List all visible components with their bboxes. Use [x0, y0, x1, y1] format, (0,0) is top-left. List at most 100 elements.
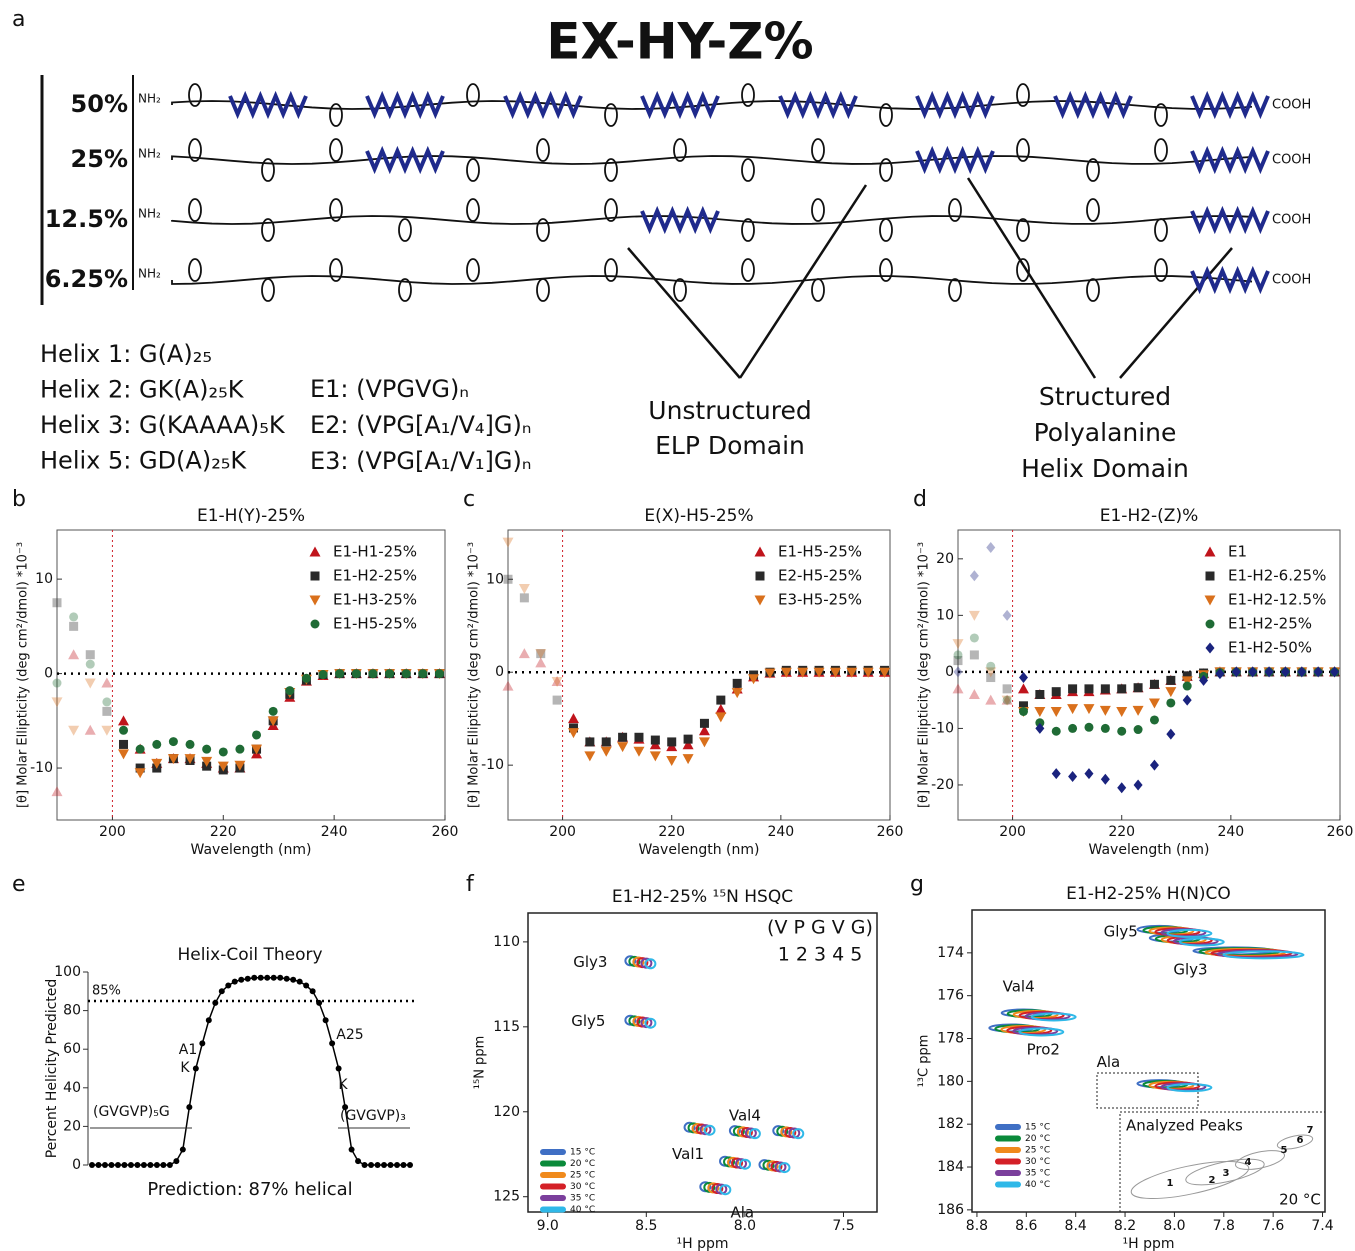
- helix-sequence: Helix 3: G(KAAAA)₅K: [40, 411, 286, 439]
- legend-swatch: [540, 1206, 566, 1213]
- coil-loop: [398, 278, 412, 302]
- marker: [385, 669, 395, 679]
- helicity-point: [348, 1146, 355, 1153]
- x-tick-label: 260: [1327, 824, 1354, 840]
- legend-swatch: [995, 1170, 1021, 1176]
- marker: [634, 732, 644, 742]
- helix: [1190, 265, 1270, 295]
- marker: [731, 688, 743, 699]
- marker: [218, 747, 228, 757]
- marker: [152, 739, 162, 749]
- marker: [699, 718, 709, 728]
- marker: [101, 725, 113, 736]
- helicity-point: [387, 1162, 394, 1168]
- legend-label: 20 °C: [1025, 1134, 1050, 1144]
- marker: [585, 737, 595, 747]
- pointer-line: [627, 247, 741, 379]
- legend-swatch: [540, 1172, 566, 1178]
- panel-letter: f: [466, 872, 475, 897]
- annotation: (GVGVP)₅G: [93, 1104, 170, 1120]
- coil-loop: [673, 138, 687, 162]
- marker: [1035, 718, 1045, 728]
- legend-label: E1-H2-25%: [333, 567, 417, 585]
- marker: [1002, 609, 1012, 621]
- sequence: (V P G V G): [767, 917, 873, 939]
- x-tick-label: 240: [767, 824, 794, 840]
- figure-title: EX-HY-Z%: [546, 13, 813, 71]
- peak-contour: [1030, 1012, 1077, 1022]
- marker: [986, 661, 996, 671]
- marker: [102, 697, 112, 707]
- marker: [1133, 725, 1143, 735]
- marker: [1051, 687, 1061, 697]
- marker: [1100, 773, 1110, 785]
- marker: [1133, 779, 1143, 791]
- helicity-point: [342, 1104, 349, 1111]
- n-terminus: NH₂: [138, 207, 161, 221]
- domain-label: Unstructured: [648, 396, 811, 425]
- helix: [1190, 90, 1270, 120]
- marker: [102, 706, 112, 716]
- peak-contour: [778, 1162, 791, 1174]
- marker: [51, 697, 63, 708]
- peak-contour: [1018, 1027, 1065, 1037]
- marker: [732, 678, 742, 688]
- legend-label: E1-H1-25%: [333, 543, 417, 561]
- coil-loop: [741, 218, 755, 242]
- marker: [118, 749, 130, 760]
- y-tick-label: 180: [937, 1073, 964, 1089]
- inset-peak-number: 3: [1223, 1168, 1230, 1179]
- coil-loop: [261, 158, 275, 182]
- coil-loop: [741, 158, 755, 182]
- y-tick-label: 186: [937, 1202, 964, 1218]
- helicity-point: [95, 1162, 102, 1168]
- coil-loop: [741, 258, 755, 282]
- marker: [1231, 666, 1241, 678]
- coil-loop: [261, 218, 275, 242]
- y-tick-label: 184: [937, 1159, 964, 1175]
- legend-swatch: [995, 1124, 1021, 1130]
- helix: [1053, 90, 1133, 120]
- annotation: A25: [336, 1027, 363, 1043]
- chart-title: E1-H(Y)-25%: [197, 506, 305, 526]
- peak: [624, 1014, 657, 1029]
- legend-label: E1-H2-25%: [1228, 615, 1312, 633]
- marker: [301, 673, 311, 683]
- coil-loop: [466, 83, 480, 107]
- marker: [650, 735, 660, 745]
- helix: [640, 90, 720, 120]
- x-tick-label: 260: [432, 824, 459, 840]
- marker: [683, 734, 693, 744]
- marker: [1117, 684, 1127, 694]
- legend-marker: [1205, 642, 1215, 654]
- marker: [1035, 690, 1045, 700]
- helix: [915, 145, 995, 175]
- marker: [518, 584, 530, 595]
- domain-pointers: [627, 177, 1233, 379]
- marker: [1001, 694, 1013, 705]
- marker: [368, 669, 378, 679]
- x-tick-label: 200: [999, 824, 1026, 840]
- coil-loop: [536, 218, 550, 242]
- marker: [1084, 684, 1094, 694]
- peak-contour: [792, 1128, 805, 1140]
- helicity-point: [257, 974, 264, 981]
- peak: [1136, 1079, 1213, 1093]
- legend-label: 15 °C: [570, 1148, 595, 1158]
- marker: [167, 754, 179, 765]
- coil-loop: [1154, 258, 1168, 282]
- elp-sequence: E1: (VPGVG)ₙ: [310, 375, 469, 403]
- marker: [1083, 704, 1095, 715]
- x-axis-label: ¹H ppm: [676, 1236, 728, 1251]
- marker: [1068, 723, 1078, 733]
- coil-loop: [1154, 103, 1168, 127]
- coil-loop: [604, 198, 618, 222]
- helicity-point: [127, 1162, 134, 1168]
- x-tick-label: 200: [549, 824, 576, 840]
- coil-loop: [811, 278, 825, 302]
- marker: [567, 728, 579, 739]
- helix-sequence: Helix 1: G(A)₂₅: [40, 340, 212, 368]
- y-axis-label: ¹⁵N ppm: [473, 1036, 488, 1089]
- marker: [698, 737, 710, 748]
- plot-frame: [957, 529, 1341, 821]
